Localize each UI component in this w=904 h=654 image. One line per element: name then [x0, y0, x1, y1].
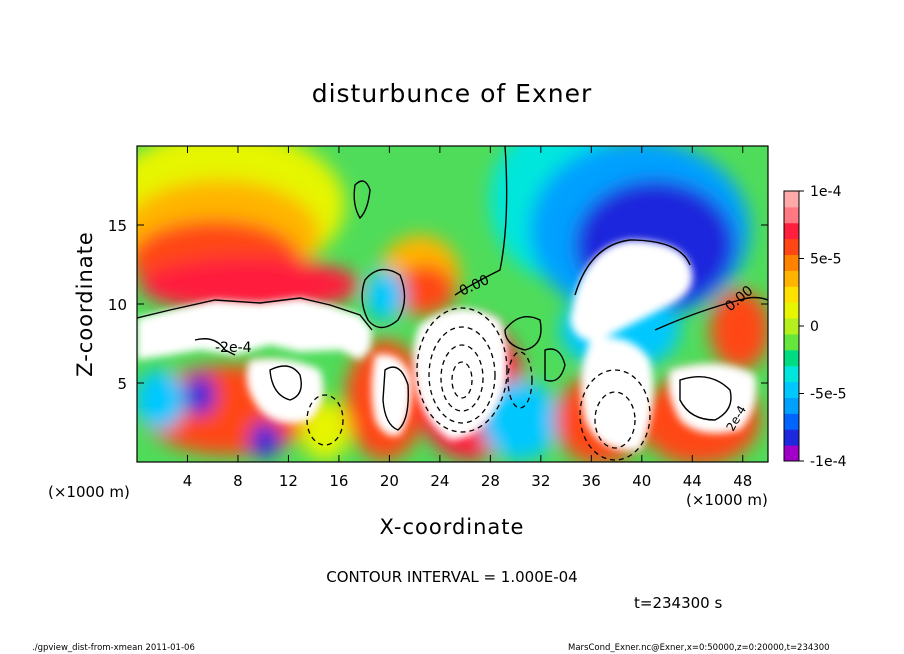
colorbar-segment — [784, 397, 799, 414]
x-tick-label: 40 — [632, 472, 651, 490]
colorbar-segment — [784, 365, 799, 383]
colorbar-segment — [784, 206, 799, 224]
colorbar-tick-label: -5e-5 — [810, 387, 847, 403]
colorbar-segment — [784, 429, 799, 446]
x-tick-label: 20 — [380, 472, 399, 490]
x-tick-label: 32 — [531, 472, 550, 490]
x-tick-label: 24 — [430, 472, 449, 490]
contour-lines — [137, 146, 768, 431]
x-axis-unit-left: (×1000 m) — [48, 483, 130, 501]
colorbar-segment — [784, 191, 799, 208]
chart-title: disturbunce of Exner — [312, 79, 593, 108]
footer-right: MarsCond_Exner.nc@Exner,x=0:50000,z=0:20… — [568, 643, 830, 653]
x-tick-label: 44 — [683, 472, 702, 490]
x-tick-label: 16 — [329, 472, 348, 490]
colorbar-tick-label: -1e-4 — [810, 454, 847, 470]
colorbar-segment — [784, 286, 799, 303]
colorbar-tick-label: 0 — [810, 319, 819, 335]
colorbar-segment — [784, 238, 799, 256]
colorbar-segment — [784, 222, 799, 240]
colorbar-segment — [784, 254, 799, 271]
y-tick-label: 10 — [108, 296, 127, 314]
colorbar-segment — [784, 445, 799, 462]
x-tick-label: 4 — [183, 472, 193, 490]
colorbar-segment — [784, 302, 799, 319]
x-axis: 4 8 12 16 20 24 28 32 36 40 44 48 — [183, 146, 752, 490]
x-tick-label: 48 — [733, 472, 752, 490]
colorbar-segment — [784, 270, 799, 287]
dashed-contours — [306, 307, 651, 461]
y-tick-label: 5 — [117, 375, 127, 393]
footer-left: ./gpview_dist-from-xmean 2011-01-06 — [32, 643, 195, 653]
colorbar — [783, 190, 800, 462]
time-label: t=234300 s — [634, 594, 722, 612]
x-axis-unit-right: (×1000 m) — [686, 491, 768, 509]
colorbar-segment — [784, 318, 799, 335]
contour-interval-text: CONTOUR INTERVAL = 1.000E-04 — [326, 568, 577, 586]
y-axis: 5 10 15 — [108, 217, 768, 393]
contour-label: -2e-4 — [215, 340, 252, 356]
x-axis-label: X-coordinate — [380, 515, 525, 539]
colorbar-tick-label: 5e-5 — [810, 252, 841, 268]
colorbar-segment — [784, 381, 799, 398]
colorbar-segment — [784, 333, 799, 351]
y-tick-label: 15 — [108, 217, 127, 235]
x-tick-label: 12 — [279, 472, 298, 490]
colorbar-tick-label: 1e-4 — [810, 184, 842, 200]
colorbar-segment — [784, 349, 799, 367]
x-tick-label: 8 — [233, 472, 243, 490]
y-axis-label: Z-coordinate — [73, 231, 97, 377]
colorbar-segment — [784, 413, 799, 430]
plot-area — [137, 146, 768, 462]
x-tick-label: 28 — [481, 472, 500, 490]
x-tick-label: 36 — [582, 472, 601, 490]
colorbar-ticks: 1e-4 5e-5 0 -5e-5 -1e-4 — [799, 184, 847, 470]
